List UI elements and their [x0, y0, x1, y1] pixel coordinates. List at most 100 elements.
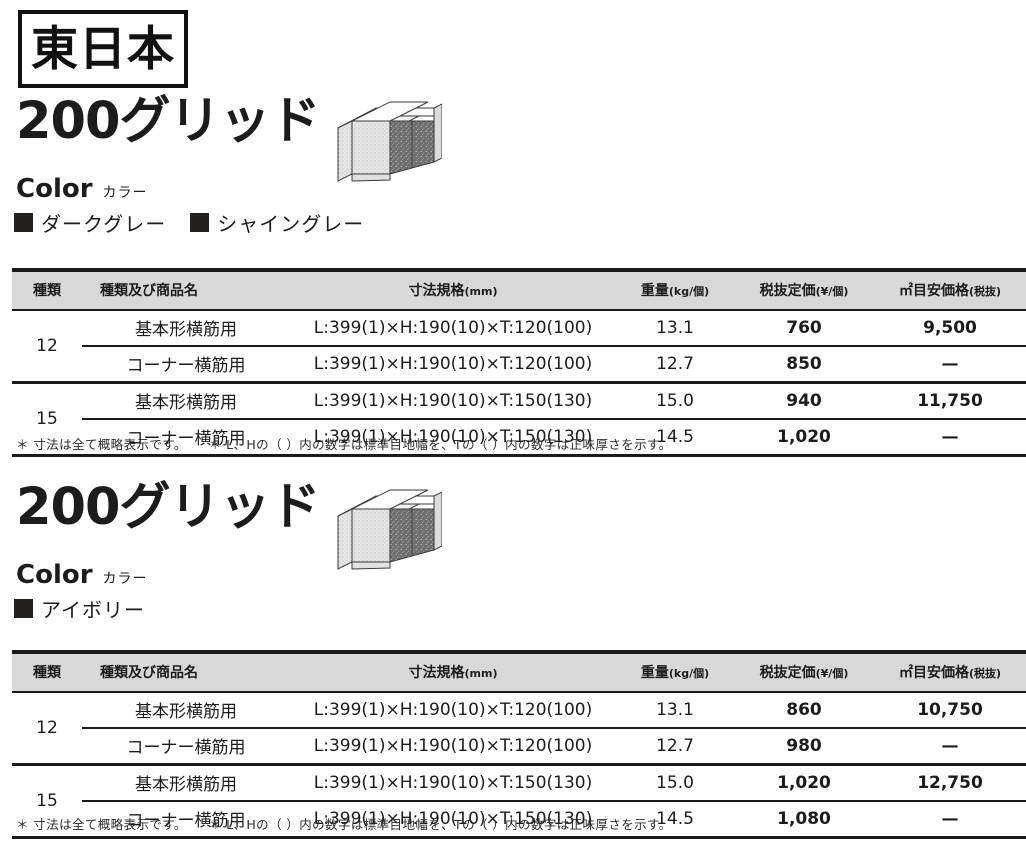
cell-weight: 12.7 [616, 345, 734, 383]
cell-weight: 13.1 [656, 699, 694, 720]
cell-dimension: L:399(1)×H:190(10)×T:150(130) [290, 763, 616, 801]
cell-price: 1,020 [734, 418, 874, 456]
cell-dimension: L:399(1)×H:190(10)×T:150(130) [290, 381, 616, 419]
color-name: ダークグレー [41, 212, 167, 236]
color-heading-jp: カラー [102, 571, 148, 587]
cell-price: 760 [786, 317, 822, 338]
cell-weight: 14.5 [616, 800, 734, 838]
table-row: 12 基本形横筋用 L:399(1)×H:190(10)×T:120(100) … [12, 310, 1026, 356]
cell-name: 基本形横筋用 [135, 702, 237, 722]
color-chip-icon [14, 213, 33, 232]
cell-weight: 14.5 [616, 418, 734, 456]
table-footnote: ＊ 寸法は全て概略表示です。 ＊ L、Hの（ ）内の数字は標準目地幅を、Tの（ ）… [16, 434, 672, 453]
product-title: 200グリッド [16, 92, 320, 151]
cell-price: 940 [734, 381, 874, 419]
color-swatch-item: ダークグレー [14, 208, 166, 237]
color-swatch-item: アイボリー [14, 594, 145, 623]
cell-sqm-price: — [874, 800, 1026, 838]
cell-sqm-price: 10,750 [917, 699, 983, 720]
cell-name: 基本形横筋用 [82, 763, 290, 801]
cell-kind: 12 [36, 335, 58, 356]
header-price-unit: (¥/個) [815, 285, 849, 298]
header-dimension: 寸法規格(mm) [290, 652, 616, 693]
color-swatch-item: シャイングレー [190, 208, 364, 237]
cell-weight: 13.1 [656, 317, 694, 338]
header-kind-label: 種類 [33, 283, 61, 299]
cell-price: 1,020 [734, 763, 874, 801]
cell-kind: 15 [12, 381, 82, 456]
header-kind: 種類 [12, 652, 82, 693]
table-row: 15 基本形横筋用 L:399(1)×H:190(10)×T:150(130) … [12, 763, 1026, 838]
header-sqm-unit: (税抜) [968, 285, 1002, 298]
table-row: コーナー横筋用 L:399(1)×H:190(10)×T:150(130) 14… [12, 800, 1026, 838]
spec-table-head: 種類 種類及び商品名 寸法規格(mm) 重量(kg/個) 税抜定価(¥/個) ㎡… [12, 652, 1026, 693]
color-heading: Color カラー [16, 560, 148, 590]
header-sqm-unit: (税抜) [968, 667, 1002, 680]
color-chip-icon [14, 599, 33, 618]
brand-logo-text: 東日本 [31, 21, 175, 77]
spec-table-head: 種類 種類及び商品名 寸法規格(mm) 重量(kg/個) 税抜定価(¥/個) ㎡… [12, 270, 1026, 311]
color-heading-en: Color [16, 174, 93, 204]
cell-kind: 15 [12, 763, 82, 838]
cell-sqm-price: 9,500 [923, 317, 977, 338]
cell-kind: 12 [36, 717, 58, 738]
cell-dimension: L:399(1)×H:190(10)×T:120(100) [313, 317, 593, 338]
cell-sqm-price: — [874, 727, 1026, 765]
color-heading-en: Color [16, 560, 93, 590]
concrete-block-illustration [330, 488, 443, 579]
header-weight-unit: (kg/個) [668, 285, 710, 298]
header-dimension-label: 寸法規格 [408, 665, 465, 681]
cell-name: コーナー横筋用 [82, 800, 290, 838]
cell-sqm-price: — [874, 345, 1026, 383]
table-row: コーナー横筋用 L:399(1)×H:190(10)×T:120(100) 12… [12, 345, 1026, 383]
color-swatch-list: アイボリー [14, 594, 169, 623]
cell-name: 基本形横筋用 [82, 381, 290, 419]
table-footnote: ＊ 寸法は全て概略表示です。 ＊ L、Hの（ ）内の数字は標準目地幅を、Tの（ ）… [16, 814, 672, 833]
color-swatch-list: ダークグレー シャイングレー [14, 208, 388, 237]
spec-table-body: 12 基本形横筋用 L:399(1)×H:190(10)×T:120(100) … [12, 692, 1026, 838]
header-name: 種類及び商品名 [82, 652, 290, 693]
header-price-label: 税抜定価 [759, 283, 816, 299]
cell-name: コーナー横筋用 [82, 418, 290, 456]
cell-weight: 12.7 [616, 727, 734, 765]
table-row: 12 基本形横筋用 L:399(1)×H:190(10)×T:120(100) … [12, 692, 1026, 738]
cell-dimension: L:399(1)×H:190(10)×T:120(100) [290, 727, 616, 765]
header-name-label: 種類及び商品名 [100, 283, 198, 299]
cell-dimension: L:399(1)×H:190(10)×T:120(100) [313, 699, 593, 720]
cell-name: 基本形横筋用 [135, 320, 237, 340]
cell-sqm-price: 11,750 [874, 381, 1026, 419]
color-name: アイボリー [41, 598, 145, 622]
table-row: コーナー横筋用 L:399(1)×H:190(10)×T:150(130) 14… [12, 418, 1026, 456]
header-price: 税抜定価(¥/個) [734, 652, 874, 693]
cell-price: 860 [786, 699, 822, 720]
header-weight-label: 重量 [640, 665, 669, 681]
cell-price: 980 [734, 727, 874, 765]
table-row: 15 基本形横筋用 L:399(1)×H:190(10)×T:150(130) … [12, 381, 1026, 456]
header-dimension: 寸法規格(mm) [290, 270, 616, 311]
header-sqm-label: ㎡目安価格 [898, 665, 969, 681]
cell-dimension: L:399(1)×H:190(10)×T:150(130) [290, 800, 616, 838]
cell-price: 850 [734, 345, 874, 383]
cell-dimension: L:399(1)×H:190(10)×T:150(130) [290, 418, 616, 456]
cell-price: 1,080 [734, 800, 874, 838]
spec-table: 種類 種類及び商品名 寸法規格(mm) 重量(kg/個) 税抜定価(¥/個) ㎡… [12, 650, 1026, 839]
color-name: シャイングレー [217, 212, 365, 236]
header-sqm-price: ㎡目安価格(税抜) [874, 270, 1026, 311]
color-heading: Color カラー [16, 174, 148, 204]
spec-table-wrapper: 種類 種類及び商品名 寸法規格(mm) 重量(kg/個) 税抜定価(¥/個) ㎡… [12, 650, 1026, 839]
header-dimension-unit: (mm) [464, 667, 498, 680]
header-kind: 種類 [12, 270, 82, 311]
header-weight: 重量(kg/個) [616, 652, 734, 693]
cell-sqm-price: 12,750 [874, 763, 1026, 801]
header-weight: 重量(kg/個) [616, 270, 734, 311]
product-section-2: 200グリッド Color カラー アイボリー [0, 482, 1026, 839]
header-name: 種類及び商品名 [82, 270, 290, 311]
spec-table: 種類 種類及び商品名 寸法規格(mm) 重量(kg/個) 税抜定価(¥/個) ㎡… [12, 268, 1026, 457]
header-kind-label: 種類 [33, 665, 61, 681]
cell-name: コーナー横筋用 [82, 345, 290, 383]
brand-logo-box: 東日本 [18, 10, 188, 88]
cell-weight: 15.0 [616, 381, 734, 419]
cell-dimension: L:399(1)×H:190(10)×T:120(100) [290, 345, 616, 383]
spec-table-wrapper: 種類 種類及び商品名 寸法規格(mm) 重量(kg/個) 税抜定価(¥/個) ㎡… [12, 268, 1026, 457]
